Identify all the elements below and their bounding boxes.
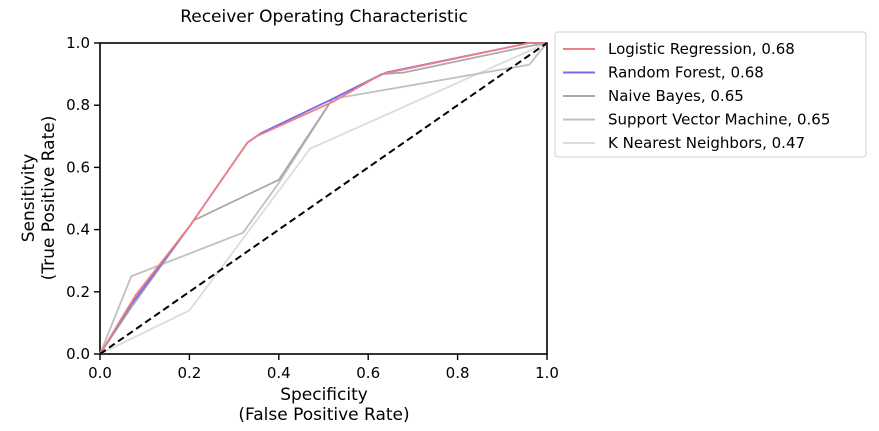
- y-tick-label: 0.4: [66, 221, 90, 239]
- x-tick-label: 0.4: [267, 364, 291, 382]
- y-tick-label: 0.8: [66, 96, 90, 114]
- x-tick-label: 1.0: [535, 364, 559, 382]
- series-lines: [99, 42, 548, 355]
- legend-box: [554, 31, 867, 158]
- legend: Logistic Regression, 0.68 Random Forest, …: [554, 31, 867, 158]
- x-axis-label-line-2: (False Positive Rate): [238, 405, 409, 425]
- legend-label-4: K Nearest Neighbors, 0.47: [608, 134, 805, 152]
- chart-title: Receiver Operating Characteristic: [180, 7, 468, 27]
- reference-diagonal-line: [99, 42, 548, 355]
- legend-label-2: Naive Bayes, 0.65: [608, 87, 744, 105]
- y-axis-label-line-1: Sensitivity: [19, 154, 39, 243]
- x-axis: 0.0 0.2 0.4 0.6 0.8 1.0: [88, 354, 559, 382]
- x-tick-label: 0.8: [446, 364, 470, 382]
- y-tick-label: 0.6: [66, 158, 90, 176]
- legend-label-3: Support Vector Machine, 0.65: [608, 111, 830, 129]
- y-axis: 0.0 0.2 0.4 0.6 0.8 1.0: [66, 34, 100, 363]
- y-axis-label-line-2: (True Positive Rate): [39, 116, 59, 281]
- legend-label-1: Random Forest, 0.68: [608, 64, 764, 82]
- x-tick-label: 0.2: [177, 364, 201, 382]
- legend-label-0: Logistic Regression, 0.68: [608, 40, 795, 58]
- plot-frame: [99, 42, 548, 355]
- y-tick-label: 1.0: [66, 34, 90, 52]
- y-tick-label: 0.0: [66, 345, 90, 363]
- x-tick-label: 0.6: [356, 364, 380, 382]
- series-line-4: [99, 42, 548, 355]
- series-line-0: [99, 42, 547, 355]
- y-tick-label: 0.2: [66, 283, 90, 301]
- x-axis-label-line-1: Specificity: [280, 385, 368, 405]
- x-tick-label: 0.0: [88, 364, 112, 382]
- plot-area: [99, 42, 548, 355]
